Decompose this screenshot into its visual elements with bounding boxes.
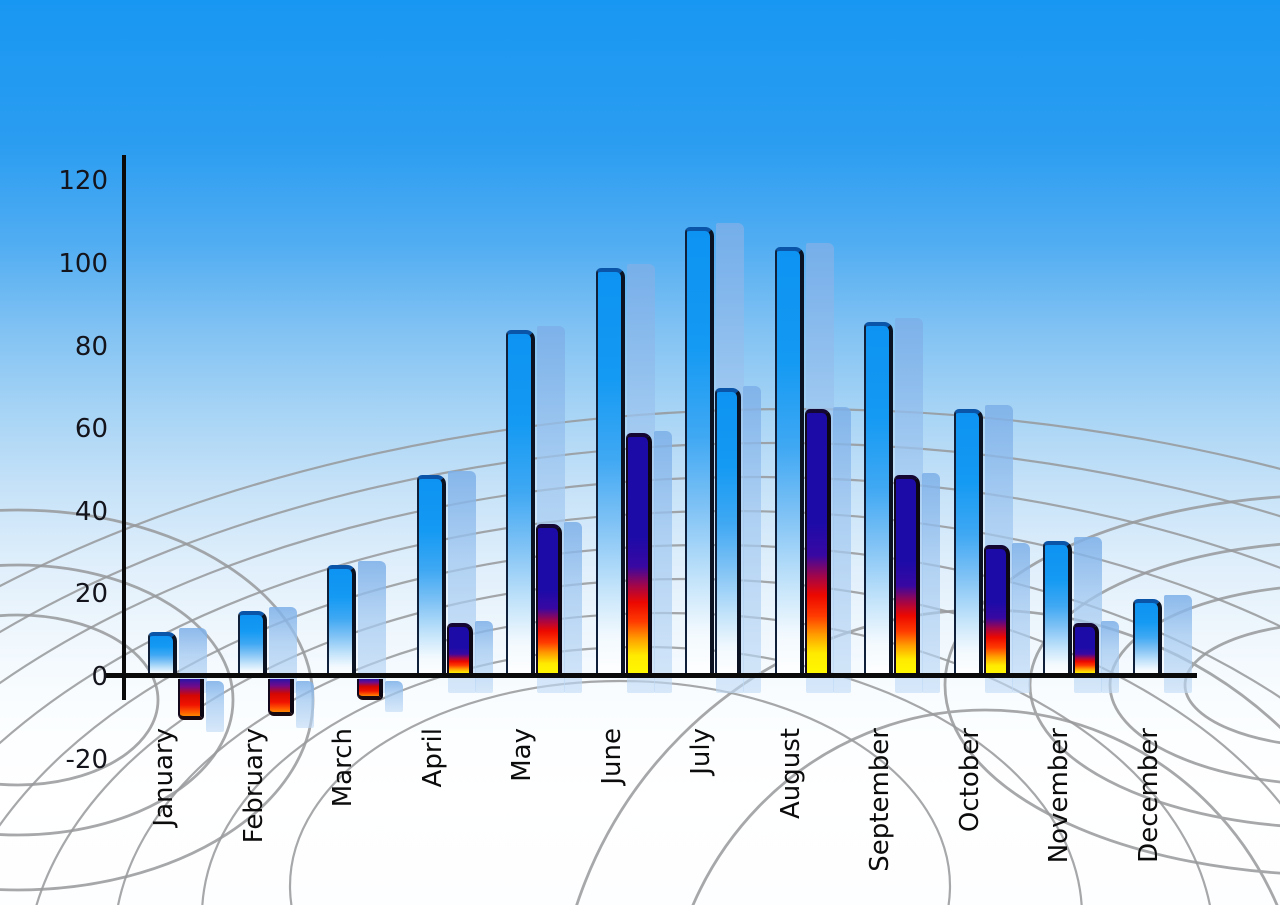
bar-august-series1 <box>774 247 804 677</box>
bar-april-series2 <box>446 623 473 677</box>
bar-june-series2 <box>625 433 652 677</box>
x-tick-label-february: February <box>238 728 269 844</box>
x-tick-label-june: June <box>596 728 627 785</box>
x-tick-label-january: January <box>149 728 179 827</box>
y-tick-label-40: 40 <box>74 496 108 527</box>
bar-december-series1 <box>1132 598 1162 677</box>
y-tick-label-20: 20 <box>74 579 108 610</box>
y-tick-label-60: 60 <box>74 414 108 445</box>
echo-march-series1 <box>358 561 386 693</box>
bar-march-series1 <box>327 565 356 677</box>
bar-february-series2 <box>267 679 294 717</box>
bar-november-series2 <box>1073 623 1099 677</box>
bar-july-series2 <box>715 387 741 677</box>
y-tick-label-100: 100 <box>58 249 108 279</box>
bar-may-series1 <box>506 330 535 677</box>
y-tick-label-0: 0 <box>91 662 108 692</box>
echo-july-series2 <box>743 385 761 693</box>
x-tick-label-december: December <box>1133 728 1164 863</box>
echo-may-series2 <box>564 522 582 693</box>
echo-september-series2 <box>922 472 940 693</box>
y-tick-label-120: 120 <box>58 166 108 197</box>
x-axis-baseline <box>105 673 1197 678</box>
bar-june-series1 <box>595 268 625 677</box>
bar-april-series1 <box>416 474 446 677</box>
echo-august-series2 <box>832 406 851 693</box>
bar-september-series1 <box>864 321 893 677</box>
x-tick-label-november: November <box>1044 728 1074 864</box>
bar-september-series2 <box>894 474 920 677</box>
x-tick-label-may: May <box>507 728 537 782</box>
y-tick-label--20: -20 <box>65 744 108 775</box>
echo-february-series2 <box>295 681 314 729</box>
y-tick-label-80: 80 <box>74 331 108 362</box>
bar-may-series2 <box>536 524 562 677</box>
bar-november-series1 <box>1043 540 1072 677</box>
echo-october-series2 <box>1011 542 1030 693</box>
echo-june-series2 <box>653 431 672 693</box>
bar-january-series1 <box>148 631 177 677</box>
bar-october-series1 <box>953 408 983 677</box>
bar-march-series2 <box>357 679 383 700</box>
y-axis-line <box>122 155 126 700</box>
bar-october-series2 <box>983 544 1010 677</box>
bar-january-series2 <box>178 679 204 721</box>
bar-july-series1 <box>685 226 714 677</box>
x-tick-label-july: July <box>686 728 716 775</box>
x-tick-label-april: April <box>417 728 448 788</box>
echo-january-series2 <box>206 681 224 733</box>
echo-march-series2 <box>385 681 403 712</box>
bar-august-series2 <box>804 408 831 677</box>
x-tick-label-august: August <box>775 728 806 819</box>
x-tick-label-march: March <box>328 728 358 808</box>
x-tick-label-september: September <box>865 728 895 872</box>
x-tick-label-october: October <box>954 728 985 833</box>
echo-february-series1 <box>268 606 297 693</box>
bar-february-series1 <box>237 610 267 677</box>
